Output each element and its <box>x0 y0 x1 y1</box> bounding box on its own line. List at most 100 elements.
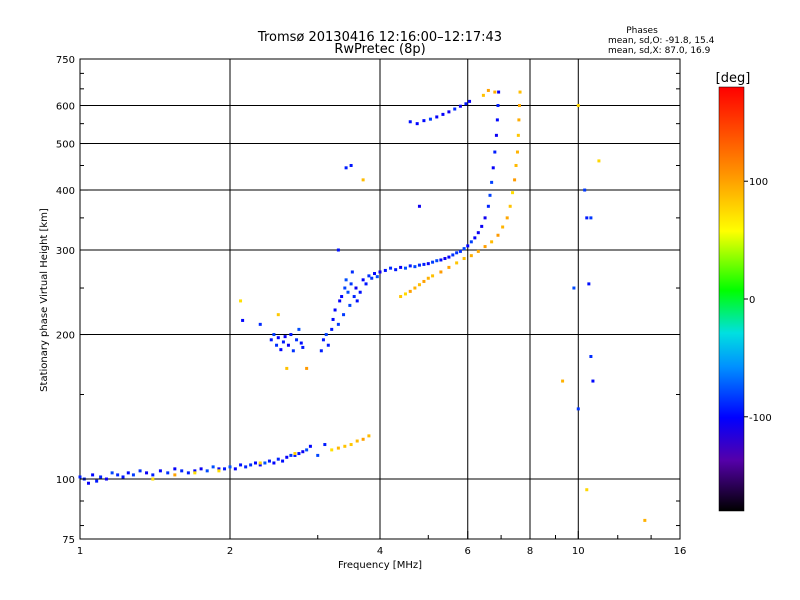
data-point <box>495 118 499 122</box>
x-tick-label: 1 <box>77 546 83 557</box>
x-axis-label: Frequency [MHz] <box>338 560 422 571</box>
y-tick-label: 750 <box>56 55 75 66</box>
data-points <box>78 88 647 522</box>
data-point <box>253 461 257 465</box>
data-point <box>399 265 403 269</box>
data-point <box>211 465 215 469</box>
x-tick-label: 16 <box>674 546 687 557</box>
data-point <box>116 473 120 477</box>
data-point <box>518 90 522 94</box>
colorbar-tick-label: 100 <box>749 177 768 188</box>
data-point <box>370 276 374 280</box>
data-point <box>193 471 197 475</box>
data-point <box>151 473 155 477</box>
data-point <box>326 343 330 347</box>
data-point <box>86 481 90 485</box>
y-tick-label: 400 <box>56 186 75 197</box>
y-tick-label: 100 <box>56 475 75 486</box>
data-point <box>272 333 276 337</box>
data-point <box>426 262 430 266</box>
data-point <box>126 471 130 475</box>
data-point <box>426 276 430 280</box>
data-point <box>490 240 494 244</box>
data-point <box>223 467 227 471</box>
chart-subtitle: RwPretec (8p) <box>334 42 425 57</box>
data-point <box>199 467 203 471</box>
info-line-o: mean, sd,O: -91.8, 15.4 <box>608 36 715 46</box>
data-point <box>342 313 346 317</box>
data-point <box>281 459 285 463</box>
x-tick-label: 2 <box>227 546 233 557</box>
y-tick-label: 200 <box>56 331 75 342</box>
data-point <box>340 295 344 299</box>
data-point <box>297 452 301 456</box>
data-point <box>352 295 356 299</box>
data-point <box>110 471 114 475</box>
colorbar-tick-label: -100 <box>749 413 772 424</box>
data-point <box>439 258 443 262</box>
data-point <box>417 204 421 208</box>
data-point <box>217 467 221 471</box>
data-point <box>151 477 155 481</box>
data-point <box>344 166 348 170</box>
y-axis-label: Stationary phase Virtual Height [km] <box>39 208 50 392</box>
data-point <box>413 265 417 269</box>
x-axis-ticks: 1 2 4 6 8 10 16 <box>77 531 687 557</box>
data-point <box>441 112 445 116</box>
data-point <box>349 282 353 286</box>
data-point <box>408 120 412 124</box>
data-point <box>468 99 472 103</box>
data-point <box>349 443 353 447</box>
data-point <box>358 290 362 294</box>
y-tick-label: 600 <box>56 102 75 113</box>
data-point <box>515 150 519 154</box>
data-point <box>319 349 323 353</box>
data-point <box>422 262 426 266</box>
data-point <box>99 475 103 479</box>
data-point <box>511 191 515 195</box>
data-point <box>422 279 426 283</box>
data-point <box>428 117 432 121</box>
data-point <box>331 317 335 321</box>
data-point <box>447 255 451 259</box>
data-point <box>354 286 358 290</box>
data-point <box>283 335 287 339</box>
data-point <box>589 216 593 220</box>
colorbar-tick-label: 0 <box>749 295 755 306</box>
data-point <box>279 348 283 352</box>
data-point <box>491 166 495 170</box>
chart-title: Tromsø 20130416 12:16:00–12:17:43 <box>257 30 502 45</box>
data-point <box>324 333 328 337</box>
info-heading: Phases <box>626 26 658 36</box>
data-point <box>286 343 290 347</box>
data-point <box>233 467 237 471</box>
data-point <box>145 471 149 475</box>
data-point <box>276 336 280 340</box>
data-point <box>422 119 426 123</box>
data-point <box>121 475 125 479</box>
data-point <box>486 88 490 92</box>
data-point <box>466 244 470 248</box>
data-point <box>462 247 466 251</box>
data-point <box>299 341 303 345</box>
data-point <box>333 308 337 312</box>
data-point <box>417 263 421 267</box>
data-point <box>378 270 382 274</box>
data-point <box>241 318 245 322</box>
data-point <box>576 104 580 108</box>
data-point <box>293 452 297 456</box>
data-point <box>516 133 520 137</box>
data-point <box>576 407 580 411</box>
data-point <box>469 254 473 258</box>
data-point <box>488 193 492 197</box>
data-point <box>330 448 334 452</box>
data-point <box>481 93 485 97</box>
data-point <box>258 461 262 465</box>
data-point <box>95 479 99 483</box>
data-point <box>480 224 484 228</box>
data-point <box>493 90 497 94</box>
data-point <box>269 338 273 342</box>
data-point <box>355 299 359 303</box>
data-point <box>517 118 521 122</box>
